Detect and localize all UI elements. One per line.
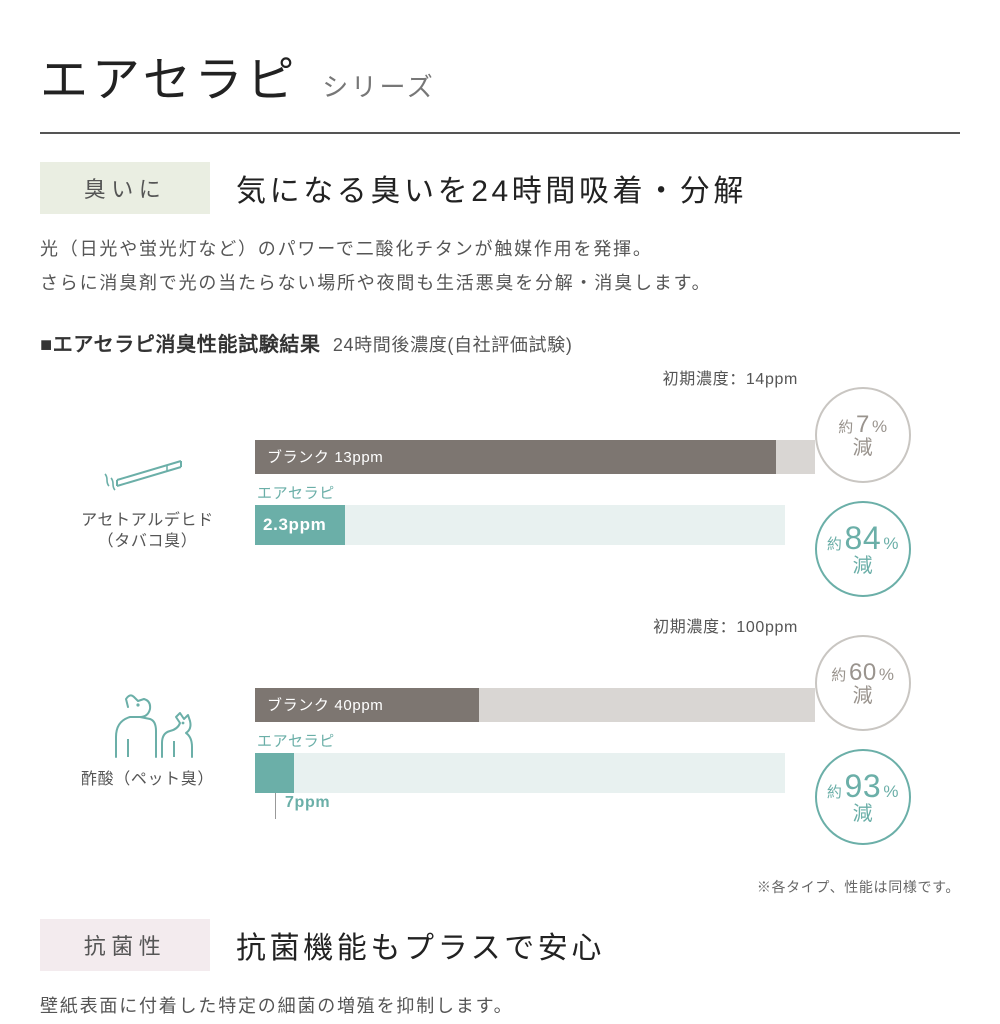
left-cell-2: 酢酸（ペット臭）: [40, 691, 255, 791]
blank-track-1: ブランク 13ppm: [255, 440, 815, 474]
circles-1: 約 7 % 減 約 84 % 減: [815, 387, 960, 597]
air-label-2: エアセラピ: [255, 730, 815, 751]
chart-title-main: ■エアセラピ消臭性能試験結果: [40, 328, 321, 357]
blank-bar-2: ブランク 40ppm: [255, 688, 479, 722]
antibac-body: 壁紙表面に付着した特定の細菌の増殖を抑制します。: [40, 989, 960, 1023]
air-value-1: 2.3ppm: [263, 515, 326, 535]
air-track-1: 2.3ppm: [255, 505, 815, 545]
headline-antibac: 抗菌機能もプラスで安心: [236, 923, 605, 967]
odor-body-line2: さらに消臭剤で光の当たらない場所や夜間も生活悪臭を分解・消臭します。: [40, 273, 711, 293]
tag-antibac: 抗菌性: [40, 919, 210, 971]
left-cell-1: アセトアルデヒド （タバコ臭）: [40, 432, 255, 553]
section-odor-header: 臭いに 気になる臭いを24時間吸着・分解: [40, 162, 960, 214]
initial-conc-1: 初期濃度：14ppm: [663, 365, 798, 389]
air-label-1: エアセラピ: [255, 482, 815, 503]
cigarette-icon: [103, 432, 193, 504]
bars-2: ブランク 40ppm エアセラピ 7ppm: [255, 688, 815, 793]
callout-tick-2: [275, 793, 276, 819]
bars-1: ブランク 13ppm エアセラピ 2.3ppm: [255, 440, 815, 545]
chart-footnote: ※各タイプ、性能は同様です。: [40, 877, 960, 897]
air-arrow-2: [255, 753, 785, 793]
odor-body: 光（日光や蛍光灯など）のパワーで二酸化チタンが触媒作用を発揮。 さらに消臭剤で光…: [40, 232, 960, 300]
section-antibac-header: 抗菌性 抗菌機能もプラスで安心: [40, 919, 960, 971]
brand-sub: シリーズ: [322, 67, 435, 104]
initial-conc-2: 初期濃度：100ppm: [653, 613, 798, 637]
air-bar-2: [255, 753, 294, 793]
chart-title: ■エアセラピ消臭性能試験結果 24時間後濃度(自社評価試験): [40, 328, 960, 357]
headline-odor: 気になる臭いを24時間吸着・分解: [236, 166, 747, 210]
brand-name: エアセラピ: [40, 40, 298, 110]
chart-title-sub: 24時間後濃度(自社評価試験): [333, 335, 573, 355]
circle-gray-2: 約 60 % 減: [815, 635, 911, 731]
air-track-2: [255, 753, 815, 793]
label-acetaldehyde: アセトアルデヒド （タバコ臭）: [81, 510, 214, 553]
page-title-row: エアセラピ シリーズ: [40, 40, 960, 134]
pets-icon: [98, 691, 198, 763]
tag-odor: 臭いに: [40, 162, 210, 214]
circle-teal-1: 約 84 % 減: [815, 501, 911, 597]
odor-body-line1: 光（日光や蛍光灯など）のパワーで二酸化チタンが触媒作用を発揮。: [40, 239, 653, 259]
circle-teal-2: 約 93 % 減: [815, 749, 911, 845]
label-acetic: 酢酸（ペット臭）: [81, 769, 214, 791]
air-bar-1: 2.3ppm: [255, 505, 345, 545]
circle-gray-1: 約 7 % 減: [815, 387, 911, 483]
circles-2: 約 60 % 減 約 93 % 減: [815, 635, 960, 845]
air-value-2: 7ppm: [285, 794, 330, 812]
chart-block-acetic: 初期濃度：100ppm 酢酸（ペット臭）: [40, 635, 960, 845]
chart-block-acetaldehyde: 初期濃度：14ppm アセトアルデヒド （タバコ臭）: [40, 387, 960, 597]
blank-bar-1: ブランク 13ppm: [255, 440, 776, 474]
blank-track-2: ブランク 40ppm: [255, 688, 815, 722]
blank-label-2: ブランク 40ppm: [267, 694, 383, 715]
blank-label-1: ブランク 13ppm: [267, 446, 383, 467]
